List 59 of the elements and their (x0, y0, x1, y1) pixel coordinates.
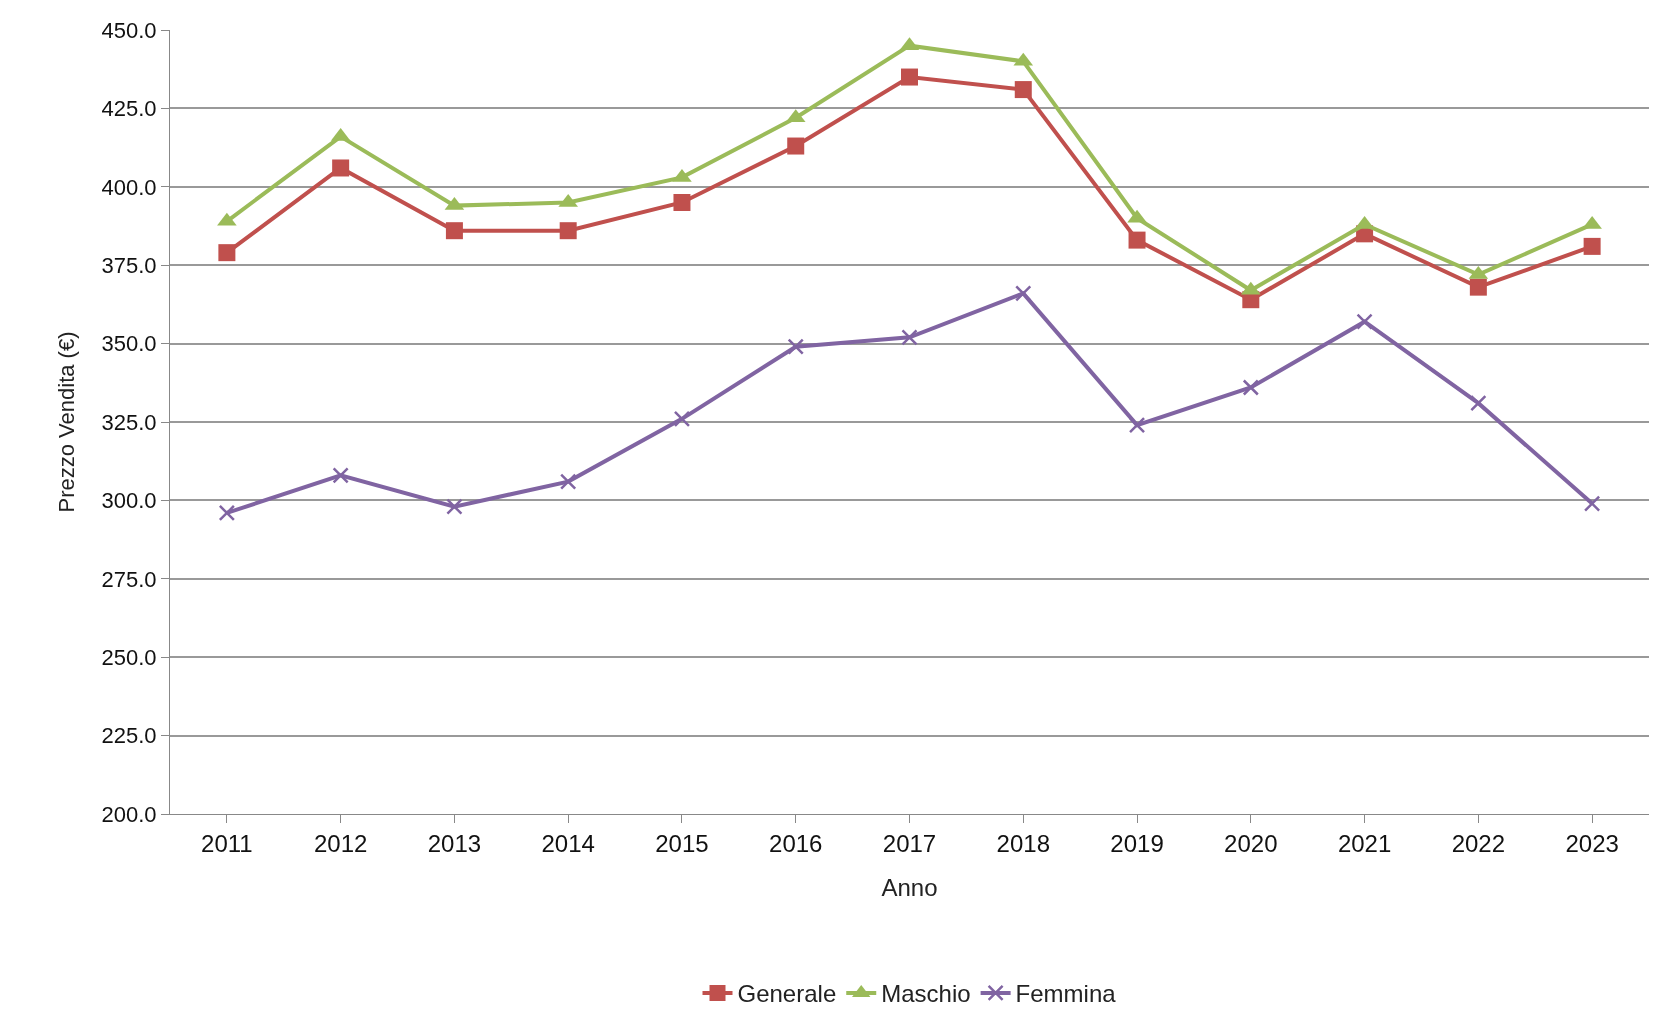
y-tick-label: 225.0 (101, 723, 157, 749)
legend-label: Generale (737, 980, 837, 1008)
point (218, 244, 236, 262)
y-tick-label: 275.0 (101, 566, 157, 592)
y-tick-label: 450.0 (101, 17, 157, 43)
point (217, 212, 237, 226)
x-tick-label: 2018 (996, 829, 1050, 857)
y-tick-label: 325.0 (101, 409, 157, 435)
point (787, 338, 804, 355)
point (673, 193, 691, 211)
x-tick-label: 2023 (1565, 829, 1619, 857)
point (1356, 313, 1373, 330)
point (1583, 495, 1601, 512)
point (1470, 394, 1487, 412)
x-tick-label: 2016 (769, 829, 823, 857)
x-tick-label: 2013 (427, 829, 482, 857)
point (218, 504, 236, 522)
x-axis-title: Anno (881, 874, 938, 901)
y-tick-label: 425.0 (101, 96, 157, 122)
point (1014, 81, 1032, 99)
x-tick-label: 2022 (1451, 829, 1506, 857)
y-tick-label: 200.0 (101, 801, 157, 827)
legend-label: Femmina (1015, 980, 1117, 1008)
point (901, 68, 918, 86)
point (1242, 379, 1260, 396)
point (446, 498, 463, 515)
point (1583, 237, 1601, 255)
y-tick-label: 250.0 (101, 644, 157, 670)
y-axis-title: Prezzo Vendita (€) (54, 331, 80, 513)
x-tick-label: 2021 (1337, 829, 1392, 857)
point (1015, 285, 1032, 302)
y-tick-label: 375.0 (101, 252, 157, 278)
point (1469, 278, 1487, 296)
point (445, 222, 463, 240)
point (558, 193, 578, 207)
x-tick-label: 2019 (1110, 829, 1164, 857)
x-tick-label: 2015 (655, 829, 709, 857)
point (1128, 416, 1146, 434)
x-tick-label: 2017 (882, 829, 937, 857)
y-tick-label: 400.0 (101, 174, 157, 200)
x-tick-label: 2020 (1224, 829, 1278, 857)
x-tick-label: 2011 (201, 829, 253, 857)
point (1128, 231, 1146, 249)
point (672, 168, 692, 182)
point (1582, 215, 1602, 229)
point (1127, 209, 1147, 223)
point (559, 222, 577, 240)
x-tick-label: 2012 (313, 829, 368, 857)
point (332, 467, 349, 484)
point (559, 473, 577, 490)
point (1241, 281, 1261, 295)
point (332, 159, 350, 177)
y-tick-label: 300.0 (101, 488, 157, 514)
point (901, 329, 918, 346)
point (673, 410, 691, 428)
legend-label: Maschio (881, 980, 971, 1008)
point (787, 137, 805, 155)
y-tick-label: 350.0 (101, 331, 157, 357)
x-tick-label: 2014 (541, 829, 595, 857)
